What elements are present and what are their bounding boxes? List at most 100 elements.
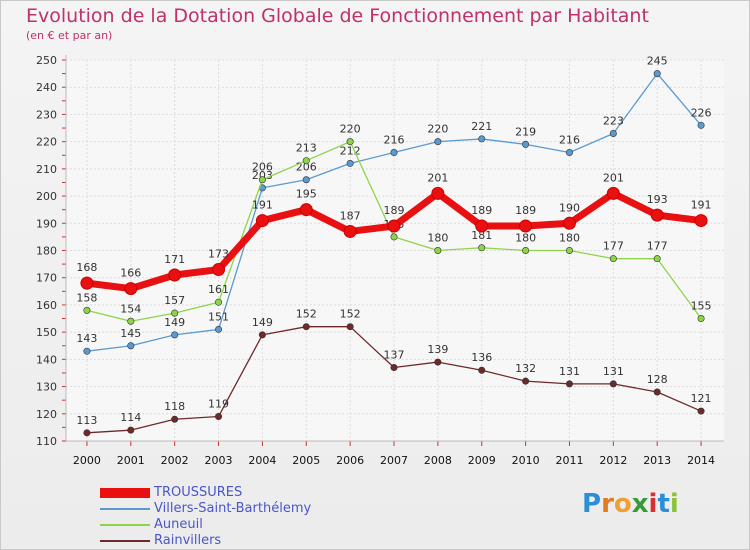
- data-point: [83, 306, 91, 314]
- data-label: 219: [515, 125, 536, 138]
- data-label: 213: [296, 142, 317, 155]
- data-label: 121: [691, 392, 712, 405]
- x-tick-label: 2005: [292, 454, 320, 467]
- y-tick-label: 160: [36, 299, 57, 312]
- proxiti-logo: Proxiti: [582, 489, 679, 519]
- x-tick-label: 2007: [380, 454, 408, 467]
- y-tick-label: 250: [36, 54, 57, 67]
- data-point: [215, 413, 223, 421]
- y-tick-label: 180: [36, 245, 57, 258]
- x-tick-label: 2001: [117, 454, 145, 467]
- x-tick-label: 2006: [336, 454, 364, 467]
- data-label: 212: [340, 144, 361, 157]
- y-tick-label: 140: [36, 353, 57, 366]
- data-point: [694, 214, 708, 228]
- x-tick-label: 2010: [512, 454, 540, 467]
- data-label: 155: [691, 300, 712, 313]
- data-label: 132: [515, 362, 536, 375]
- data-label: 157: [164, 294, 185, 307]
- data-label: 119: [208, 398, 229, 411]
- x-tick-label: 2009: [468, 454, 496, 467]
- data-point: [171, 309, 179, 317]
- data-point: [346, 159, 354, 167]
- legend-swatch: [100, 508, 150, 510]
- data-label: 139: [427, 343, 448, 356]
- data-point: [478, 135, 486, 143]
- chart-title: Evolution de la Dotation Globale de Fonc…: [26, 5, 649, 27]
- data-point: [212, 263, 226, 277]
- x-tick-label: 2002: [161, 454, 189, 467]
- legend-label: Rainvillers: [154, 533, 222, 548]
- data-point: [519, 219, 533, 233]
- data-point: [302, 176, 310, 184]
- data-label: 152: [296, 308, 317, 321]
- data-label: 149: [164, 316, 185, 329]
- y-tick-label: 170: [36, 272, 57, 285]
- y-tick-label: 210: [36, 163, 57, 176]
- data-point: [434, 138, 442, 146]
- y-tick-label: 230: [36, 108, 57, 121]
- data-point: [124, 282, 138, 296]
- data-label: 220: [427, 123, 448, 136]
- data-label: 226: [691, 106, 712, 119]
- data-label: 166: [120, 267, 141, 280]
- x-tick-label: 2008: [424, 454, 452, 467]
- y-tick-label: 150: [36, 326, 57, 339]
- data-label: 180: [559, 232, 580, 245]
- logo-letter: t: [657, 489, 670, 519]
- data-point: [343, 224, 357, 238]
- data-point: [346, 138, 354, 146]
- y-tick-label: 130: [36, 381, 57, 394]
- data-label: 216: [559, 134, 580, 147]
- x-tick-label: 2004: [248, 454, 276, 467]
- data-point: [522, 140, 530, 148]
- logo-letter: P: [582, 489, 602, 519]
- data-label: 137: [384, 349, 405, 362]
- data-label: 206: [296, 161, 317, 174]
- logo-letter: r: [601, 489, 614, 519]
- data-label: 152: [340, 308, 361, 321]
- data-label: 216: [384, 134, 405, 147]
- data-label: 168: [76, 261, 97, 274]
- logo-letter: i: [648, 489, 658, 519]
- data-point: [522, 377, 530, 385]
- legend-swatch: [100, 488, 150, 498]
- data-point: [83, 347, 91, 355]
- data-point: [127, 426, 135, 434]
- y-tick-label: 220: [36, 136, 57, 149]
- y-tick-label: 200: [36, 190, 57, 203]
- data-point: [653, 388, 661, 396]
- legend-swatch: [100, 524, 150, 526]
- data-label: 177: [647, 240, 668, 253]
- legend-label: Villers-Saint-Barthélemy: [154, 501, 312, 516]
- data-label: 180: [515, 232, 536, 245]
- data-label: 201: [603, 171, 624, 184]
- logo-letter: o: [613, 489, 632, 519]
- data-label: 191: [691, 199, 712, 212]
- data-label: 114: [120, 411, 141, 424]
- y-tick-label: 240: [36, 81, 57, 94]
- x-tick-label: 2013: [643, 454, 671, 467]
- legend-swatch: [100, 540, 150, 542]
- data-point: [387, 219, 401, 233]
- data-point: [478, 366, 486, 374]
- data-label: 206: [252, 161, 273, 174]
- data-point: [299, 203, 313, 217]
- data-label: 190: [559, 201, 580, 214]
- data-label: 191: [252, 199, 273, 212]
- data-label: 195: [296, 188, 317, 201]
- data-point: [255, 214, 269, 228]
- y-tick-label: 110: [36, 435, 57, 448]
- data-point: [390, 149, 398, 157]
- data-point: [171, 415, 179, 423]
- data-point: [80, 276, 94, 290]
- data-point: [606, 186, 620, 200]
- data-point: [562, 216, 576, 230]
- x-tick-label: 2000: [73, 454, 101, 467]
- data-label: 151: [208, 310, 229, 323]
- data-label: 220: [340, 123, 361, 136]
- legend-label: TROUSSURES: [154, 485, 243, 500]
- x-tick-label: 2003: [205, 454, 233, 467]
- data-point: [565, 380, 573, 388]
- data-point: [522, 247, 530, 255]
